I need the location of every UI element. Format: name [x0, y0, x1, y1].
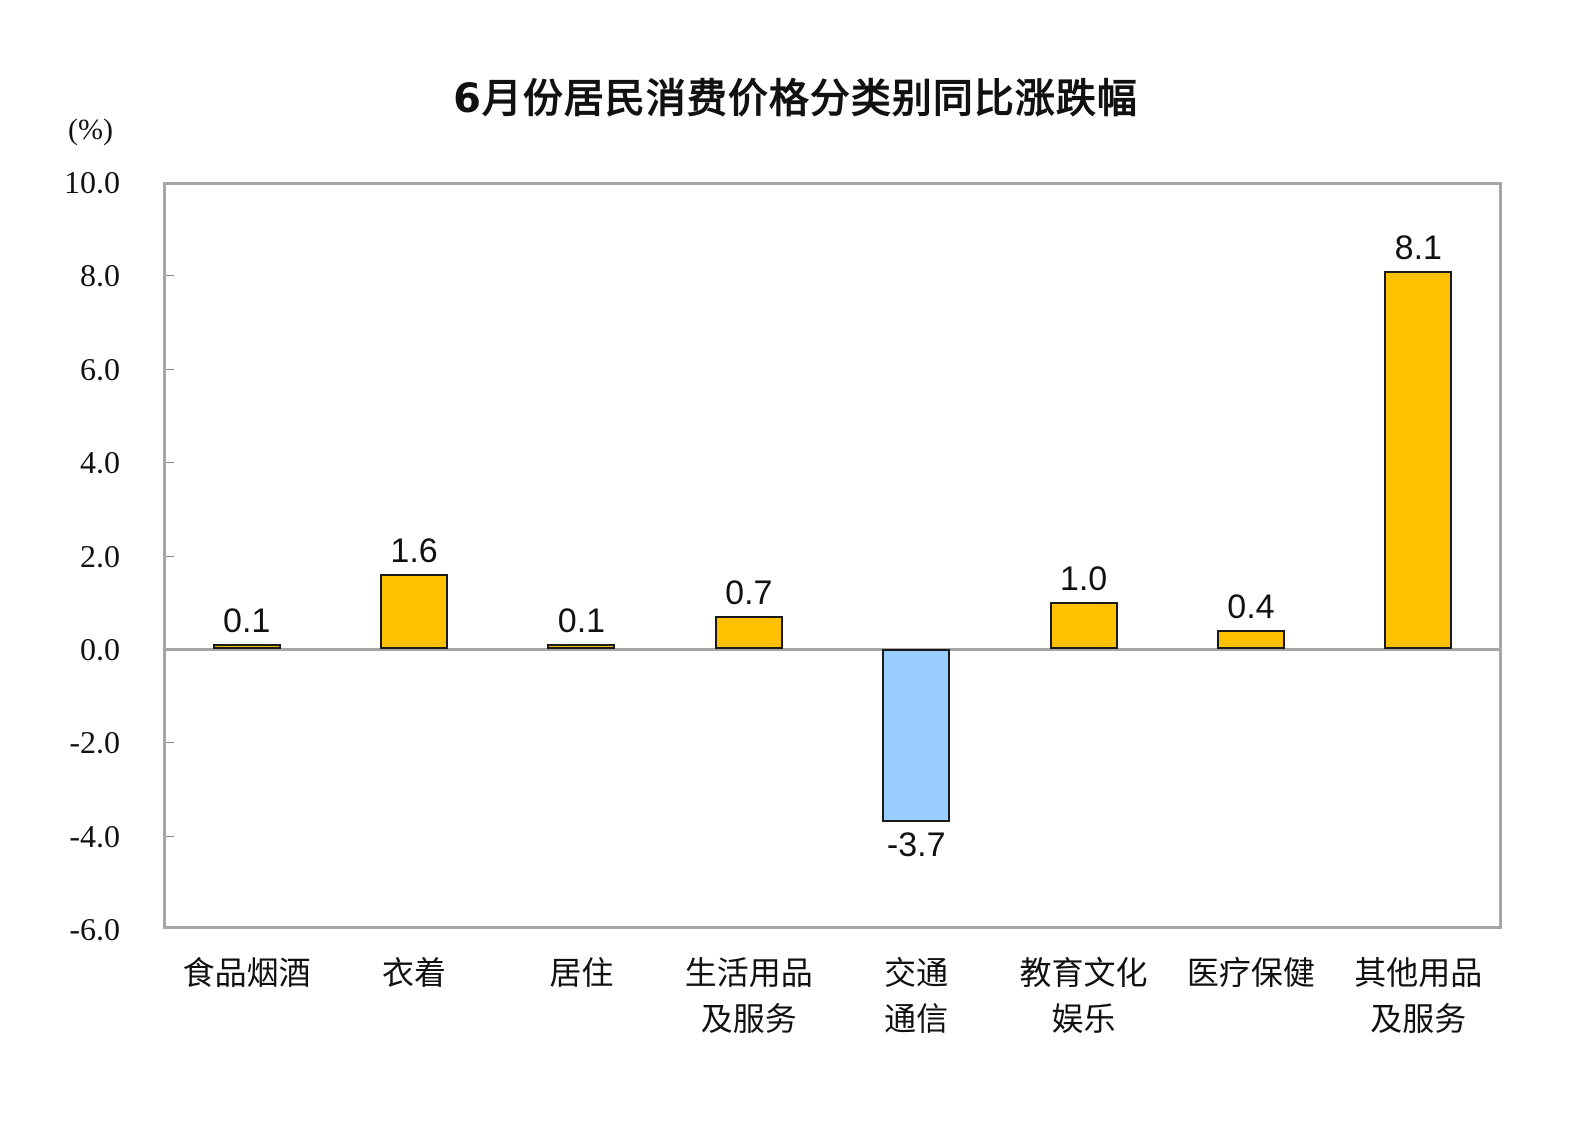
bar-value-label: 1.6: [390, 532, 438, 571]
x-category-label: 教育文化 娱乐: [1000, 950, 1167, 1042]
y-tick-mark: [166, 555, 174, 557]
y-tick-label: 2.0: [80, 537, 120, 574]
plot-area: [163, 182, 1502, 929]
x-category-label: 衣着: [331, 950, 498, 996]
bar: [1049, 602, 1118, 649]
x-category-label: 其他用品 及服务: [1335, 950, 1502, 1042]
bar-value-label: 0.1: [557, 602, 606, 641]
bar-value-label: 8.1: [1394, 228, 1442, 267]
bar-value-label: 0.4: [1227, 588, 1275, 627]
bar: [1384, 270, 1453, 649]
bar: [714, 616, 783, 649]
x-category-line: 娱乐: [1051, 1000, 1116, 1038]
y-tick-mark: [166, 742, 174, 744]
bar-value-label: 0.1: [223, 602, 271, 641]
y-tick-label: -2.0: [69, 724, 120, 761]
bar-value-label: 0.7: [725, 574, 773, 613]
x-category-line: 生活用品: [684, 954, 813, 992]
x-category-label: 居住: [498, 950, 665, 996]
bar: [1216, 630, 1285, 649]
x-category-label: 食品烟酒: [163, 950, 330, 996]
x-category-line: 医疗保健: [1186, 954, 1315, 992]
y-tick-label: 6.0: [80, 350, 120, 387]
y-tick-mark: [166, 462, 174, 464]
x-category-line: 教育文化: [1019, 954, 1148, 992]
bar: [547, 644, 616, 649]
x-category-line: 及服务: [1370, 1000, 1467, 1038]
x-category-line: 食品烟酒: [182, 954, 311, 992]
y-tick-label: -6.0: [69, 911, 120, 947]
x-category-line: 交通: [884, 954, 949, 992]
x-category-label: 交通 通信: [833, 950, 1000, 1042]
bar: [212, 644, 281, 649]
x-category-line: 其他用品: [1354, 954, 1483, 992]
y-tick-label: 8.0: [80, 257, 120, 294]
x-category-line: 衣着: [382, 954, 447, 992]
zero-baseline: [166, 647, 1499, 651]
x-category-line: 居住: [549, 954, 614, 992]
y-tick-label: 4.0: [80, 444, 120, 481]
y-axis-unit: (%): [68, 113, 113, 146]
bar: [882, 648, 951, 822]
x-category-label: 医疗保健: [1167, 950, 1334, 996]
y-tick-mark: [166, 835, 174, 837]
chart-title: 6月份居民消费价格分类别同比涨跌幅: [453, 76, 1138, 122]
y-tick-mark: [166, 368, 174, 370]
bar: [380, 574, 449, 649]
x-category-line: 及服务: [700, 1000, 797, 1038]
y-tick-label: 0.0: [80, 630, 120, 667]
bar-value-label: -3.7: [886, 825, 946, 864]
x-category-label: 生活用品 及服务: [665, 950, 832, 1042]
y-tick-label: -4.0: [69, 817, 120, 854]
x-category-line: 通信: [884, 1000, 949, 1038]
y-tick-mark: [166, 275, 174, 277]
bar-value-label: 1.0: [1059, 560, 1108, 599]
y-tick-label: 10.0: [64, 164, 120, 200]
